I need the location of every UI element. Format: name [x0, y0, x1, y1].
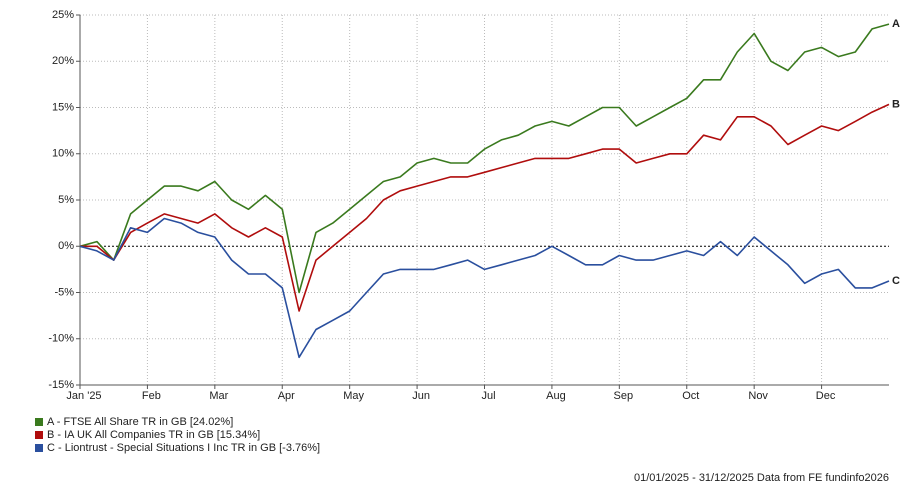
x-tick-label: May	[343, 390, 364, 402]
y-tick-label: 0%	[58, 240, 74, 252]
legend-swatch	[35, 444, 43, 452]
x-tick-label: Sep	[614, 390, 634, 402]
series-line	[79, 23, 890, 294]
legend-label: C - Liontrust - Special Situations I Inc…	[47, 442, 320, 454]
legend-swatch	[35, 431, 43, 439]
y-tick-label: 5%	[58, 194, 74, 206]
x-tick-label: Apr	[278, 390, 295, 402]
x-tick-label: Dec	[816, 390, 836, 402]
end-label: B	[892, 98, 900, 110]
series-line	[80, 103, 890, 312]
legend: A - FTSE All Share TR in GB [24.02%]B - …	[35, 416, 320, 454]
footer: 01/01/2025 - 31/12/2025 Data from FE fun…	[634, 472, 889, 484]
y-tick-label: 20%	[52, 55, 74, 67]
y-tick-label: 15%	[52, 101, 74, 113]
series-line	[79, 217, 890, 359]
x-tick-label: Mar	[209, 390, 228, 402]
x-tick-label: Aug	[546, 390, 566, 402]
y-tick-label: -5%	[54, 286, 74, 298]
x-tick-label: Jul	[481, 390, 495, 402]
x-tick-label: Feb	[142, 390, 161, 402]
x-tick-label: Oct	[682, 390, 699, 402]
legend-label: A - FTSE All Share TR in GB [24.02%]	[47, 416, 233, 428]
x-tick-label: Jan '25	[66, 390, 101, 402]
end-label: C	[892, 275, 900, 287]
y-tick-label: -10%	[48, 333, 74, 345]
x-tick-label: Nov	[748, 390, 768, 402]
legend-label: B - IA UK All Companies TR in GB [15.34%…	[47, 429, 260, 441]
y-tick-label: -15%	[48, 379, 74, 391]
legend-swatch	[35, 418, 43, 426]
end-label: A	[892, 18, 900, 30]
y-tick-label: 10%	[52, 148, 74, 160]
y-tick-label: 25%	[52, 9, 74, 21]
x-tick-label: Jun	[412, 390, 430, 402]
